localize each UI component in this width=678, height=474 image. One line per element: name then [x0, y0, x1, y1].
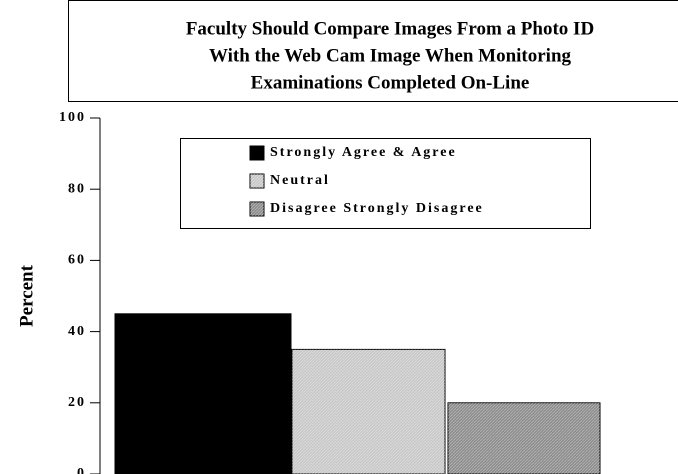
- bar: [114, 313, 292, 474]
- y-tick-label: 20: [68, 395, 86, 410]
- title-box: [68, 0, 678, 102]
- y-tick-label: 40: [68, 324, 86, 339]
- legend-box: [180, 138, 591, 229]
- y-tick-label: 0: [77, 466, 86, 474]
- y-tick-label: 100: [59, 110, 86, 125]
- bar-hatch: [448, 402, 600, 474]
- legend-swatch-hatch: [250, 202, 264, 216]
- chart-title: With the Web Cam Image When Monitoring: [209, 45, 572, 66]
- legend-swatch: [249, 145, 265, 161]
- bar-hatch: [292, 349, 445, 474]
- legend-label: Strongly Agree & Agree: [270, 145, 457, 160]
- legend-swatch-hatch: [250, 174, 264, 188]
- legend-label: Neutral: [270, 173, 330, 188]
- y-tick-label: 60: [68, 253, 86, 268]
- chart-title: Faculty Should Compare Images From a Pho…: [186, 18, 594, 39]
- y-axis-label: Percent: [16, 264, 37, 327]
- legend-label: Disagree Strongly Disagree: [270, 201, 484, 216]
- chart-title: Examinations Completed On-Line: [251, 72, 530, 93]
- y-tick-label: 80: [68, 181, 86, 196]
